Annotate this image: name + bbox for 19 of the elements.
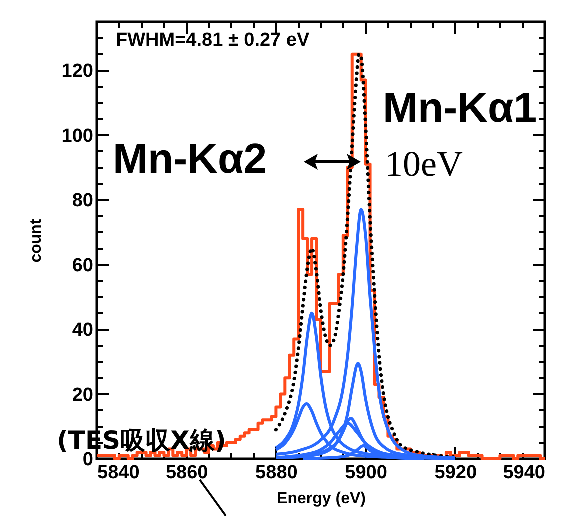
y-tick-label: 20 xyxy=(72,384,94,406)
y-tick-label: 120 xyxy=(62,61,94,82)
y-tick-label: 100 xyxy=(62,126,94,147)
y-tick-label: 0 xyxy=(82,450,94,470)
annotation: Mn-Kα2 xyxy=(113,135,268,182)
y-tick-label: 80 xyxy=(72,190,94,212)
y-tick-label: 40 xyxy=(72,320,94,342)
annotation: 10eV xyxy=(385,144,463,184)
x-tick-label: 5900 xyxy=(345,462,388,484)
x-tick-label: 5860 xyxy=(166,462,208,484)
annotation: FWHM=4.81 ± 0.27 eV xyxy=(116,30,310,51)
x-tick-label: 5920 xyxy=(434,462,478,484)
y-tick-label: 60 xyxy=(72,255,94,276)
x-tick-label: 5840 xyxy=(98,462,140,484)
annotation: Mn-Kα1 xyxy=(383,84,538,131)
x-axis-title: Energy (eV) xyxy=(277,490,366,508)
y-axis-title: count xyxy=(28,218,45,263)
x-tick-label: 5940 xyxy=(503,462,546,484)
x-tick-label: 5880 xyxy=(256,462,298,484)
